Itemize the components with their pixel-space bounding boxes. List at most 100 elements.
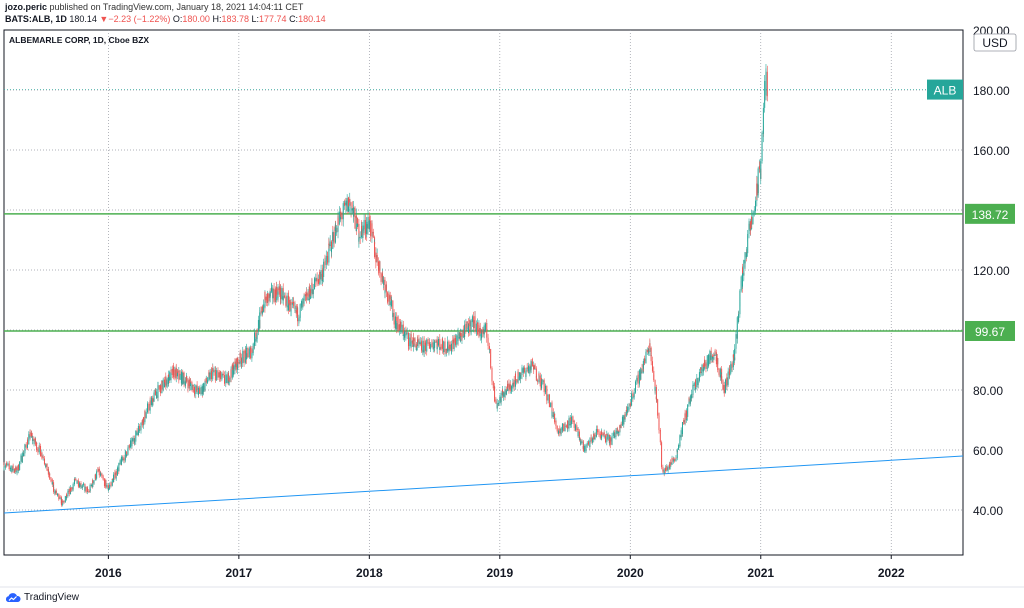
candle-body	[154, 390, 156, 396]
candle-body	[421, 349, 423, 351]
candle-body	[473, 320, 475, 324]
symbol-tag-bg	[927, 79, 963, 100]
publish-text: published on TradingView.com, January 18…	[49, 2, 304, 12]
candle-body	[534, 365, 536, 369]
candle-body	[751, 217, 753, 225]
candle-body	[568, 418, 570, 427]
candle-body	[12, 465, 14, 471]
candle-body	[739, 290, 741, 297]
candle-body	[632, 397, 634, 399]
tradingview-brand[interactable]: TradingView	[5, 592, 79, 603]
candle-body	[43, 461, 45, 464]
candle-body	[384, 290, 386, 294]
candle-body	[158, 388, 160, 390]
candle-body	[543, 386, 545, 393]
candle-body	[76, 480, 78, 483]
candle-body	[528, 365, 530, 371]
candle-body	[606, 434, 608, 435]
symbol-tag: ALB	[934, 84, 957, 98]
candle-body	[661, 442, 663, 450]
candle-body	[546, 392, 548, 401]
candle-body	[90, 484, 92, 486]
candle-body	[171, 369, 173, 376]
candle-body	[58, 494, 60, 500]
candle-body	[182, 372, 184, 384]
candle-body	[15, 467, 17, 471]
candle-body	[402, 328, 404, 336]
candle-body	[676, 449, 678, 452]
candle-body	[239, 352, 241, 359]
candle-body	[92, 480, 94, 483]
candle-body	[551, 402, 553, 409]
candle-body	[478, 324, 480, 337]
candle-body	[448, 341, 450, 352]
candle-body	[141, 423, 143, 426]
candle-body	[148, 404, 150, 410]
candle-body	[200, 386, 202, 392]
candle-body	[578, 431, 580, 440]
candle-body	[718, 370, 720, 375]
plot-frame	[3, 29, 964, 556]
candle-body	[169, 372, 171, 381]
candle-body	[328, 243, 330, 245]
candle-body	[362, 225, 364, 239]
candle-body	[62, 500, 64, 502]
candle-body	[599, 434, 601, 439]
candle-body	[338, 211, 340, 216]
candle-body	[11, 468, 13, 472]
candle-body	[753, 211, 755, 213]
candle-body	[453, 338, 455, 343]
candle-body	[692, 384, 694, 392]
candle-body	[139, 430, 141, 431]
currency-box	[973, 33, 1017, 52]
candle-body	[668, 464, 670, 467]
y-tick-label: 180.00	[973, 84, 1010, 98]
candle-body	[539, 375, 541, 386]
candle-body	[635, 381, 637, 385]
candle-body	[490, 348, 492, 359]
candle-body	[358, 223, 360, 241]
candle-body	[37, 450, 39, 453]
candle-body	[748, 223, 750, 226]
candle-body	[637, 374, 639, 384]
candle-body	[400, 321, 402, 328]
candle-body	[721, 376, 723, 380]
candle-body	[509, 387, 511, 391]
candle-body	[196, 386, 198, 393]
candle-body	[92, 480, 94, 487]
candle-body	[565, 426, 567, 427]
candle-body	[51, 482, 53, 485]
candle-body	[482, 329, 484, 334]
candle-body	[370, 233, 372, 237]
candle-body	[184, 381, 186, 386]
candle-body	[312, 289, 314, 295]
candle-body	[619, 425, 621, 428]
candle-body	[739, 296, 741, 302]
candle-body	[728, 369, 730, 374]
candle-body	[133, 441, 135, 443]
candle-body	[547, 394, 549, 398]
candle-body	[456, 335, 458, 341]
candle-body	[544, 385, 546, 391]
change-text: −2.23 (−1.22%)	[108, 14, 171, 24]
candle-body	[40, 455, 42, 457]
candle-body	[165, 376, 167, 387]
candle-body	[491, 375, 493, 382]
candle-body	[226, 376, 228, 383]
candle-body	[317, 279, 319, 284]
candle-body	[6, 464, 8, 466]
candle-body	[467, 326, 469, 334]
candle-body	[439, 347, 441, 350]
candle-body	[407, 336, 409, 345]
candle-body	[598, 433, 600, 435]
candle-body	[216, 370, 218, 374]
candle-body	[350, 202, 352, 204]
candle-body	[135, 435, 137, 442]
x-tick-label: 2018	[356, 566, 383, 580]
candle-body	[93, 480, 95, 484]
candle-body	[663, 469, 665, 474]
candle-body	[366, 221, 368, 235]
candle-body	[276, 286, 278, 295]
candle-body	[66, 494, 68, 496]
